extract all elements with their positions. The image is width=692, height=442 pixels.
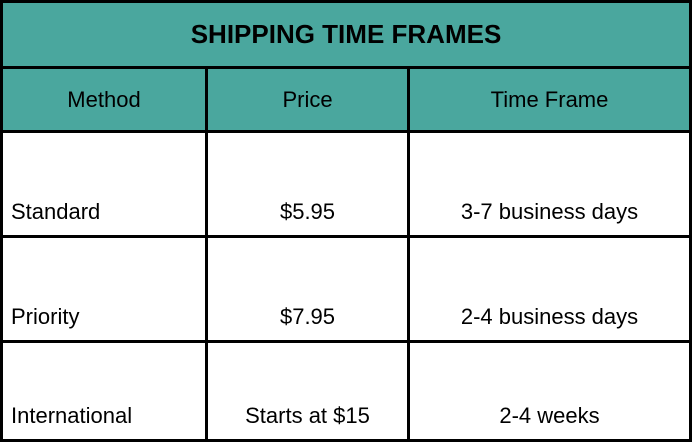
cell-time-frame: 3-7 business days bbox=[460, 199, 639, 224]
table-title: SHIPPING TIME FRAMES bbox=[3, 3, 689, 69]
cell-price: $5.95 bbox=[279, 199, 336, 224]
cell-method: International bbox=[11, 403, 133, 428]
column-divider bbox=[407, 69, 410, 439]
table-row: International Starts at $15 2-4 weeks bbox=[3, 343, 689, 439]
table-row: Standard $5.95 3-7 business days bbox=[3, 133, 689, 235]
cell-price: Starts at $15 bbox=[245, 403, 370, 428]
cell-time-frame: 2-4 weeks bbox=[499, 403, 600, 428]
table-header-row: Method Price Time Frame bbox=[3, 69, 689, 133]
row-divider bbox=[3, 340, 689, 343]
row-divider bbox=[3, 235, 689, 238]
cell-method: Priority bbox=[11, 304, 80, 329]
column-divider bbox=[205, 69, 208, 439]
header-time-frame: Time Frame bbox=[490, 86, 609, 112]
cell-method: Standard bbox=[11, 199, 101, 224]
cell-time-frame: 2-4 business days bbox=[460, 304, 639, 329]
cell-price: $7.95 bbox=[279, 304, 336, 329]
header-method: Method bbox=[67, 86, 141, 112]
table-row: Priority $7.95 2-4 business days bbox=[3, 238, 689, 340]
header-price: Price bbox=[282, 86, 333, 112]
